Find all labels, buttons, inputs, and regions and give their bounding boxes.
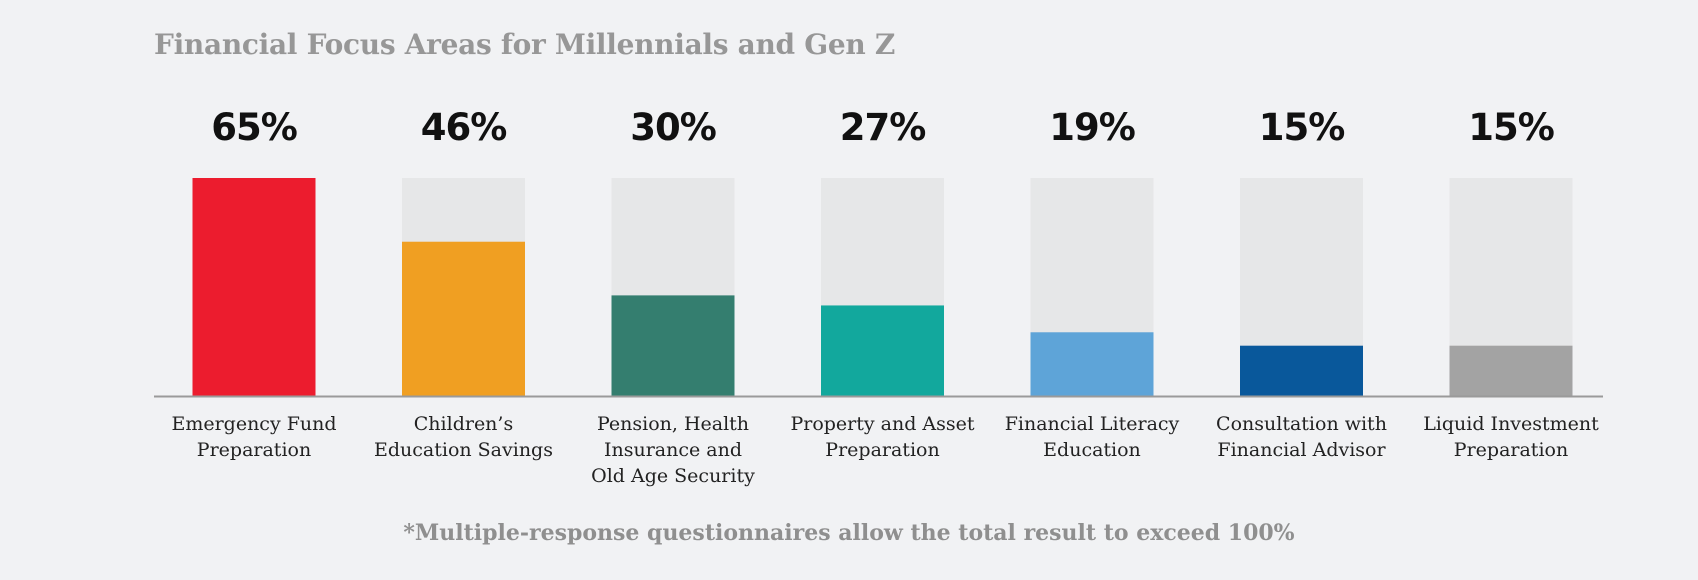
- footnote: *Multiple-response questionnaires allow …: [403, 520, 1295, 546]
- category-label: Preparation: [825, 439, 939, 461]
- value-label: 15%: [1468, 106, 1554, 149]
- category-labels: Emergency Fund Preparation Children’s Educa…: [171, 413, 1599, 487]
- category-label: Education Savings: [374, 439, 553, 461]
- category-label: Financial Literacy: [1005, 413, 1180, 435]
- value-labels: 65% 46% 30% 27% 19% 15% 15%: [211, 106, 1555, 149]
- category-label: Children’s: [414, 413, 513, 435]
- category-label: Insurance and: [604, 439, 742, 461]
- bar: [821, 305, 944, 396]
- category-label: Emergency Fund: [171, 413, 336, 435]
- category-label: Financial Advisor: [1217, 439, 1386, 461]
- bar: [192, 178, 316, 396]
- value-label: 19%: [1049, 106, 1135, 149]
- value-label: 30%: [630, 106, 716, 149]
- value-label: 15%: [1259, 106, 1345, 149]
- category-label: Pension, Health: [597, 413, 749, 435]
- bar: [402, 241, 525, 396]
- category-label: Old Age Security: [591, 465, 755, 487]
- bar: [1240, 345, 1363, 396]
- bar: [611, 295, 735, 396]
- bar: [1449, 345, 1573, 396]
- value-label: 46%: [421, 106, 507, 149]
- category-label: Preparation: [1454, 439, 1568, 461]
- category-label: Education: [1043, 439, 1141, 461]
- bars: [192, 178, 1573, 396]
- category-label: Consultation with: [1216, 413, 1387, 435]
- value-label: 27%: [840, 106, 926, 149]
- chart-title: Financial Focus Areas for Millennials an…: [154, 28, 896, 61]
- category-label: Preparation: [197, 439, 311, 461]
- category-label: Property and Asset: [790, 413, 974, 435]
- value-label: 65%: [211, 106, 297, 149]
- category-label: Liquid Investment: [1423, 413, 1599, 435]
- bar: [1030, 332, 1154, 396]
